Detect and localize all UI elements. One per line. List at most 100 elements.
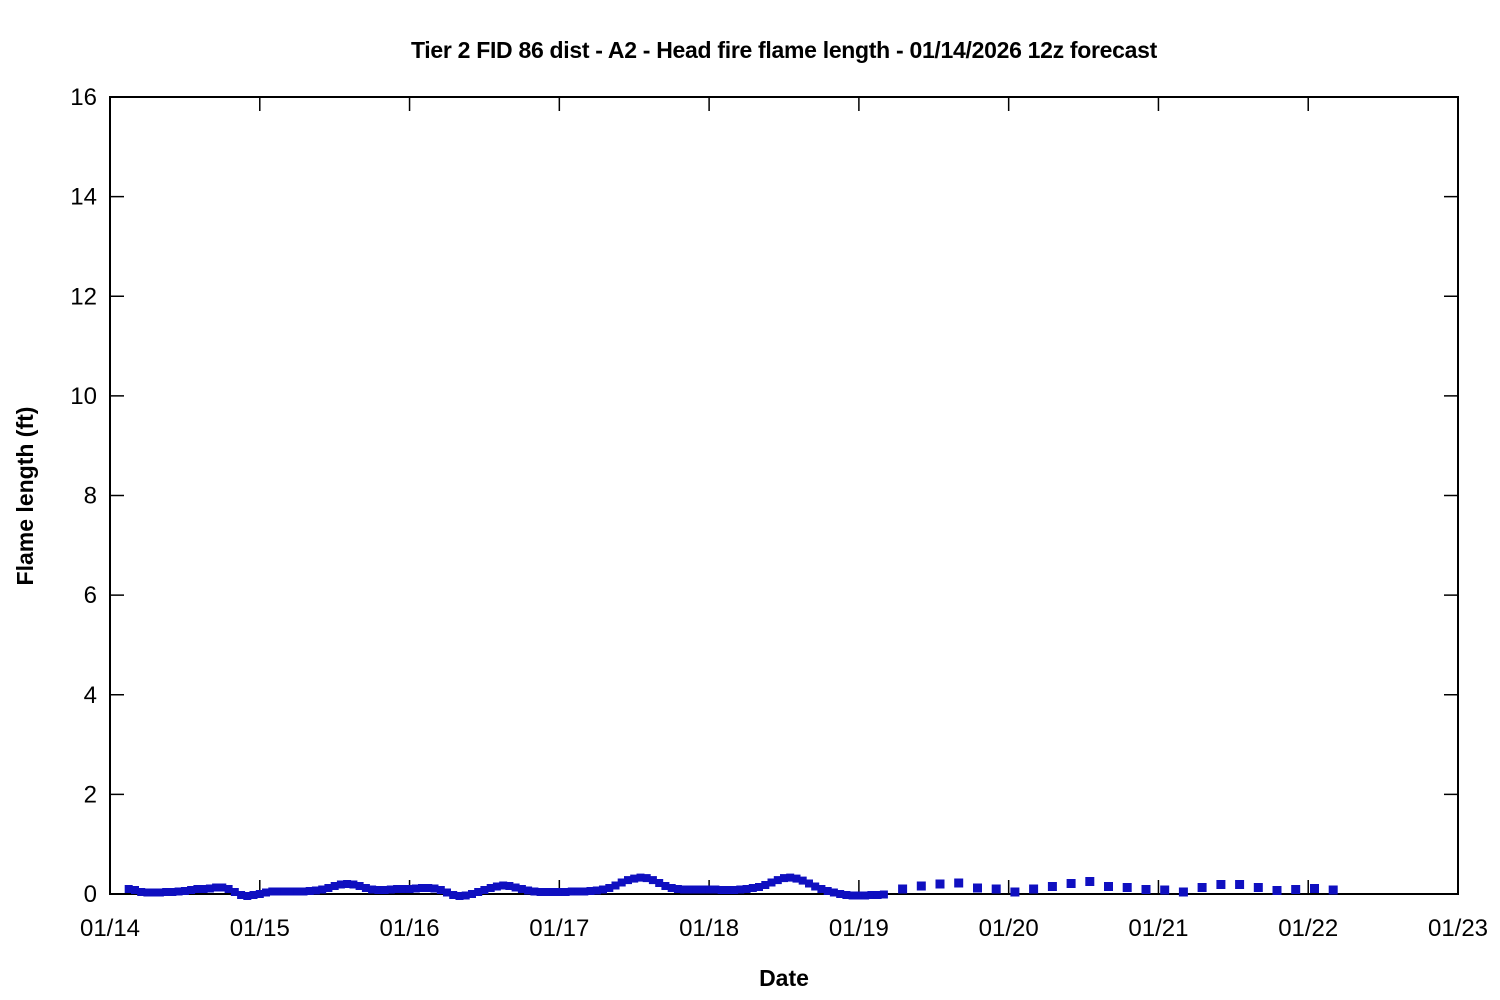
series-marker	[642, 874, 651, 883]
y-axis-title: Flame length (ft)	[12, 407, 38, 586]
series-marker	[424, 884, 433, 892]
series-marker	[1160, 885, 1170, 895]
series-marker	[580, 887, 589, 896]
series-marker	[268, 887, 277, 896]
chart-title: Tier 2 FID 86 dist - A2 - Head fire flam…	[411, 37, 1158, 63]
y-tick-label: 4	[84, 682, 97, 709]
x-tick-label: 01/20	[979, 915, 1039, 942]
y-axis-ticks: 0 2 4 6 8 10 12 14 16	[70, 84, 1457, 908]
series-marker	[761, 881, 770, 889]
series-marker	[430, 884, 439, 893]
series-marker	[1216, 880, 1226, 889]
series-marker	[443, 888, 451, 897]
series-marker	[205, 884, 214, 893]
series-marker	[193, 885, 202, 893]
series-marker	[436, 886, 445, 894]
series-marker	[530, 887, 539, 896]
x-tick-label: 01/21	[1128, 915, 1188, 942]
series-marker	[355, 882, 364, 890]
series-marker	[848, 891, 857, 900]
series-marker	[599, 885, 607, 894]
series-marker	[673, 885, 682, 893]
series-marker	[318, 885, 327, 894]
series-marker	[935, 879, 945, 889]
series-marker	[1066, 879, 1076, 888]
y-tick-label: 16	[70, 84, 97, 111]
series-marker	[180, 887, 189, 895]
series-marker	[661, 882, 670, 890]
series-marker	[1029, 884, 1039, 894]
x-tick-label: 01/15	[230, 915, 290, 942]
series-marker	[468, 890, 476, 898]
series-marker	[611, 881, 620, 890]
series-marker	[280, 887, 289, 896]
series-marker	[137, 888, 146, 896]
series-marker	[705, 885, 714, 894]
series-marker	[792, 874, 801, 883]
series-marker	[374, 886, 383, 894]
series-marker	[499, 881, 508, 890]
series-marker	[898, 884, 908, 894]
series-flame-length-analysis	[124, 873, 888, 900]
y-tick-label: 8	[84, 483, 97, 510]
series-marker	[249, 891, 258, 899]
series-marker	[786, 873, 795, 882]
series-marker	[805, 879, 813, 888]
series-marker	[698, 885, 707, 894]
y-tick-label: 12	[70, 283, 97, 310]
series-marker	[1104, 882, 1113, 891]
series-marker	[524, 886, 533, 895]
series-marker	[536, 888, 545, 896]
series-marker	[873, 891, 882, 899]
series-marker	[842, 891, 851, 899]
series-marker	[798, 876, 807, 885]
series-marker	[1178, 887, 1188, 897]
series-marker	[237, 891, 246, 899]
series-marker	[405, 885, 414, 893]
series-marker	[274, 887, 283, 896]
series-marker	[1291, 885, 1301, 894]
x-tick-label: 01/19	[829, 915, 889, 942]
series-marker	[973, 883, 982, 893]
series-marker	[1197, 883, 1207, 892]
series-marker	[648, 876, 657, 885]
series-marker	[305, 887, 314, 895]
series-marker	[168, 888, 177, 896]
series-marker	[162, 888, 171, 896]
series-marker	[755, 883, 763, 891]
series-marker	[131, 886, 139, 894]
y-tick-label: 2	[84, 781, 97, 808]
series-marker	[854, 891, 863, 900]
series-marker	[1253, 883, 1263, 892]
series-marker	[680, 885, 689, 894]
y-tick-label: 0	[84, 881, 97, 908]
series-marker	[230, 888, 239, 896]
y-tick-label: 14	[70, 184, 97, 211]
series-marker	[861, 891, 870, 900]
series-marker	[368, 885, 377, 894]
series-marker	[393, 885, 402, 893]
x-tick-label: 01/17	[529, 915, 589, 942]
series-marker	[1010, 887, 1020, 897]
series-marker	[555, 888, 564, 896]
series-marker	[218, 883, 227, 892]
series-marker	[511, 883, 520, 892]
series-marker	[736, 885, 745, 894]
series-marker	[717, 886, 726, 894]
series-marker	[742, 885, 751, 893]
series-flame-length-forecast	[898, 877, 1338, 897]
series-marker	[474, 888, 483, 896]
series-marker	[1310, 884, 1319, 893]
series-marker	[149, 888, 158, 897]
series-marker	[773, 876, 782, 885]
series-marker	[630, 874, 639, 883]
series-marker	[667, 884, 676, 892]
series-marker	[730, 886, 739, 894]
series-marker	[517, 885, 526, 893]
series-marker	[686, 885, 695, 894]
plot-frame	[109, 96, 1459, 895]
series-marker	[380, 886, 389, 894]
series-marker	[991, 884, 1001, 894]
series-marker	[723, 886, 732, 894]
